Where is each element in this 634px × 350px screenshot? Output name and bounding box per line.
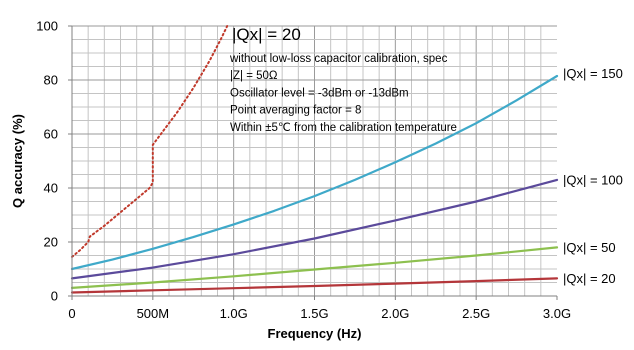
series-line-3: [70, 246, 559, 289]
series-line-4: [70, 277, 559, 294]
y-tick-label: 0: [51, 289, 58, 304]
annotation-line: without low-loss capacitor calibration, …: [229, 53, 448, 65]
annotation-line: |Z| = 50Ω: [230, 70, 278, 82]
y-tick-label: 100: [36, 19, 58, 34]
series-label-qx-100: |Qx| = 100: [563, 172, 623, 187]
x-tick-label: 1.0G: [220, 306, 248, 321]
grid: [72, 25, 557, 296]
series-label-qx-50: |Qx| = 50: [563, 240, 616, 255]
axes: 0 500M 1.0G 1.5G 2.0G 2.5G 3.0G 0 20 40 60 80 100 Fre…: [10, 19, 571, 342]
x-tick-label: 2.5G: [462, 306, 490, 321]
annotation-line: Within ±5℃ from the calibration temperat…: [230, 122, 457, 134]
x-tick-label: 3.0G: [543, 306, 571, 321]
x-tick-label: 0: [68, 306, 75, 321]
annotation-line: Oscillator level = -3dBm or -13dBm: [230, 87, 409, 99]
x-tick-label: 500M: [137, 306, 170, 321]
annotation-line: Point averaging factor = 8: [230, 105, 361, 117]
y-tick-label: 20: [44, 235, 58, 250]
x-axis-title: Frequency (Hz): [268, 326, 362, 341]
series-line-qx-20-dotted: [71, 25, 229, 258]
series-label-qx-150: |Qx| = 150: [563, 66, 623, 81]
y-axis-title: Q accuracy (%): [10, 114, 25, 208]
series-label-qx-20: |Qx| = 20: [563, 271, 616, 286]
series-lines: [70, 25, 559, 294]
x-tick-label: 1.5G: [300, 306, 328, 321]
y-tick-label: 40: [44, 181, 58, 196]
series-line-2: [70, 178, 559, 280]
y-tick-label: 60: [44, 127, 58, 142]
x-tick-label: 2.0G: [381, 306, 409, 321]
series-line-1: [70, 74, 559, 271]
labels: |Qx| = 150 |Qx| = 100 |Qx| = 50 |Qx| = 20 |Q…: [229, 25, 623, 286]
y-tick-label: 80: [44, 73, 58, 88]
annotation-heading: |Qx| = 20: [232, 25, 301, 44]
